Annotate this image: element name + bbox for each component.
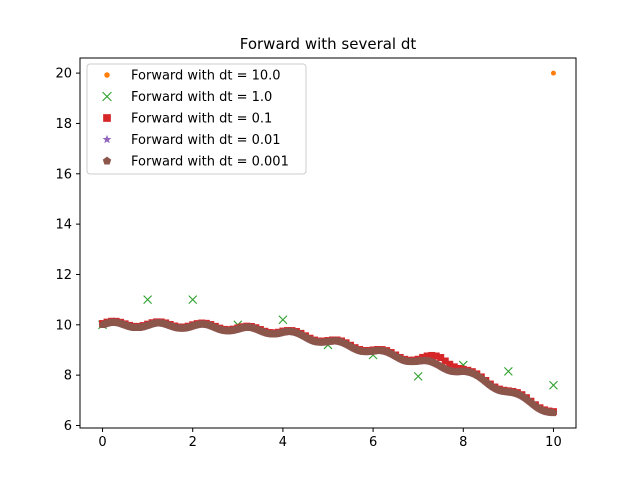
y-tick-label: 16 [55,167,72,182]
y-tick-label: 6 [64,419,72,434]
legend-label: Forward with dt = 10.0 [131,69,281,84]
data-point [550,70,556,76]
y-tick-label: 8 [64,369,72,384]
x-tick-label: 2 [189,435,197,450]
legend-marker [102,134,112,144]
data-point [446,360,454,368]
data-point [432,352,440,360]
legend-label: Forward with dt = 0.001 [131,155,289,170]
data-point [437,354,445,362]
data-point [450,363,458,371]
x-tick-label: 4 [279,435,287,450]
data-point [278,315,288,325]
series-3 [99,317,557,416]
series-5 [98,318,558,417]
legend-label: Forward with dt = 0.1 [131,112,272,127]
series-4 [98,318,558,417]
legend-label: Forward with dt = 0.01 [131,133,281,148]
y-tick-label: 20 [55,67,72,82]
x-tick-label: 0 [98,435,106,450]
data-point [423,352,431,360]
data-point [549,380,558,390]
chart-legend: Forward with dt = 10.0 Forward with dt = … [86,63,307,175]
data-point [143,295,153,305]
y-tick-label: 18 [55,117,72,132]
x-tick-label: 10 [545,435,562,450]
x-tick-label: 6 [369,435,377,450]
legend-marker [104,72,110,78]
legend-marker [102,91,112,102]
chart-title: Forward with several dt [240,35,417,53]
data-point [549,408,558,417]
legend-label: Forward with dt = 1.0 [131,90,272,105]
x-tick-label: 8 [459,435,467,450]
y-tick-label: 12 [55,268,72,283]
data-point [413,372,423,381]
legend-marker [102,156,112,165]
chart-marks [98,70,558,417]
legend-box [86,63,307,175]
data-point [503,366,513,376]
data-point [428,351,436,359]
chart-axes: 0 2 4 6 8 10 6 8 10 12 14 16 18 20 [55,67,561,450]
data-point [188,295,198,305]
legend-marker [103,114,111,122]
data-point [441,357,449,365]
y-tick-label: 10 [55,318,72,333]
plot-frame [79,57,577,429]
y-tick-label: 14 [55,218,72,233]
